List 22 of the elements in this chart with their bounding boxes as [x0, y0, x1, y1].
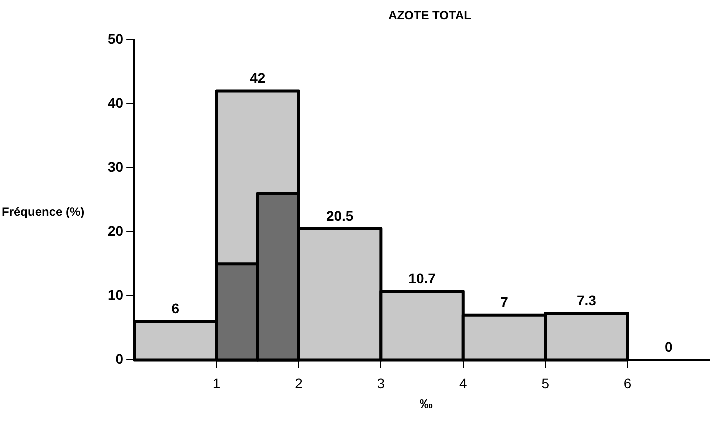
y-axis-title: Fréquence (%) [2, 205, 85, 220]
x-tick-label: 1 [212, 375, 221, 392]
data-label: 0 [665, 339, 673, 356]
x-tick-label: 5 [542, 375, 550, 392]
x-tick-label: 2 [295, 375, 304, 392]
x-tick-label: 6 [624, 375, 632, 392]
y-tick-label: 20 [108, 222, 124, 239]
x-tick-label: 4 [459, 375, 468, 392]
y-tick-label: 40 [108, 94, 124, 111]
y-tick-label: 0 [116, 351, 124, 368]
y-tick-label: 30 [108, 158, 124, 175]
data-label: 7 [500, 294, 509, 310]
chart-title: AZOTE TOTAL [388, 8, 472, 22]
x-axis-title: ‰ [420, 396, 433, 412]
data-label: 6 [172, 300, 180, 317]
data-label: 20.5 [326, 208, 354, 224]
data-label: 7.3 [576, 292, 597, 308]
y-tick-label: 50 [108, 30, 124, 47]
data-label: 10.7 [408, 270, 436, 287]
y-tick-label: 10 [108, 287, 124, 304]
data-label: 42 [250, 70, 266, 86]
x-tick-label: 3 [377, 375, 386, 392]
